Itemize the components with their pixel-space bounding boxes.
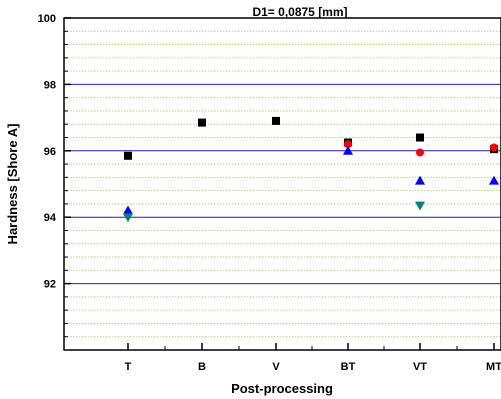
x-axis-ticks (127, 343, 495, 350)
x-tick-label: MT (486, 361, 501, 373)
plot-area-frame (63, 17, 501, 351)
y-axis-ticks (64, 17, 71, 338)
data-points (123, 116, 499, 223)
data-point-square (124, 151, 132, 160)
x-tick-label: V (272, 361, 280, 373)
data-point-square (272, 116, 280, 125)
x-tick-label: BT (341, 361, 356, 373)
data-point-circle (416, 148, 424, 157)
x-axis-tick-labels: T B V BT VT MT (125, 361, 501, 373)
data-point-triangle-up (123, 205, 133, 215)
y-tick-label: 94 (44, 212, 57, 224)
data-point-circle (490, 143, 498, 152)
y-axis-title: Hardness [Shore A] (5, 124, 20, 245)
x-axis-title: Post-processing (231, 381, 333, 396)
data-point-triangle-up (489, 175, 499, 185)
x-tick-label: T (125, 361, 132, 373)
data-point-triangle-up (415, 175, 425, 185)
data-point-triangle-up (343, 145, 353, 155)
y-axis-tick-labels: 92 94 96 98 100 (38, 13, 57, 291)
x-tick-label: B (198, 361, 206, 373)
data-point-square (198, 118, 206, 127)
y-tick-label: 98 (44, 79, 56, 91)
y-tick-label: 96 (44, 146, 56, 158)
data-point-square (416, 133, 424, 142)
y-tick-label: 100 (38, 13, 56, 25)
data-point-circle (344, 140, 352, 149)
x-tick-label: VT (413, 361, 427, 373)
major-gridlines (64, 83, 501, 285)
data-point-triangle-down (123, 213, 133, 223)
y-tick-label: 92 (44, 279, 56, 291)
chart-title: D1= 0,0875 [mm] (252, 5, 347, 19)
minor-gridlines (64, 30, 501, 338)
data-point-triangle-down (415, 201, 425, 211)
